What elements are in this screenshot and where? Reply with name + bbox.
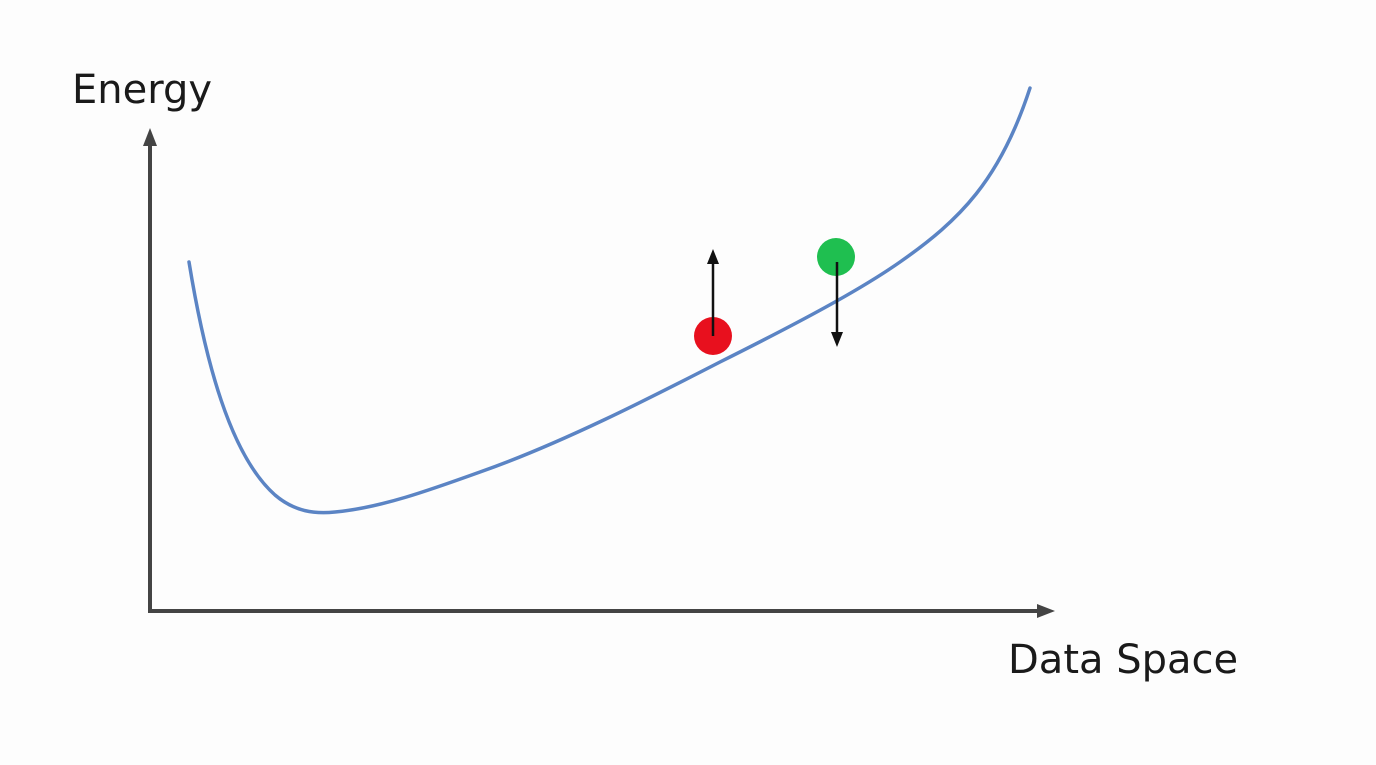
green-point [817,238,855,276]
energy-curve [187,86,1032,515]
x-axis-label: Data Space [1008,637,1238,683]
red-point-group [694,249,732,355]
green-point-group [817,238,855,347]
up-arrow-icon [707,249,719,264]
x-axis-arrowhead-icon [1037,604,1055,618]
x-axis [148,604,1055,618]
y-axis [143,128,157,612]
y-axis-label: Energy [72,67,212,113]
down-arrow-icon [831,332,843,347]
y-axis-arrowhead-icon [143,128,157,146]
